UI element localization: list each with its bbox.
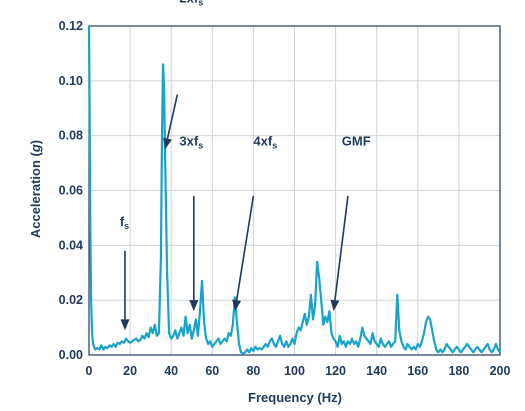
x-tick-label: 180 [448, 364, 469, 378]
y-tick-label: 0.08 [59, 129, 83, 143]
x-tick-label: 120 [325, 364, 346, 378]
y-axis-label-suffix: ) [28, 140, 43, 144]
y-tick-label: 0.10 [59, 74, 83, 88]
x-axis-label: Frequency (Hz) [248, 390, 342, 405]
x-tick-label: 80 [246, 364, 260, 378]
annotation-arrowhead [120, 319, 130, 331]
y-axis-label-prefix: Acceleration ( [28, 151, 43, 238]
tick-labels: 0 20 40 60 80 100 120 140 160 180 200 0.00 0.02 0.04 0… [59, 19, 511, 378]
annotation-subscript: s [198, 140, 203, 150]
y-tick-label: 0.06 [59, 184, 83, 198]
y-tick-label: 0.12 [59, 19, 83, 33]
x-tick-label: 140 [366, 364, 387, 378]
grid [88, 25, 501, 356]
annotations-layer: fs2xfs3xfs4xfsGMF [120, 0, 371, 331]
annotation-arrowhead [189, 300, 199, 312]
annotation-label: 3xfs [179, 133, 203, 150]
x-tick-label: 20 [123, 364, 137, 378]
annotation-main: 2xf [179, 0, 198, 6]
annotation-arrowhead [232, 299, 242, 312]
x-tick-label: 40 [164, 364, 178, 378]
annotation-main: 3xf [179, 133, 198, 148]
x-tick-label: 0 [86, 364, 93, 378]
annotation-subscript: s [124, 221, 129, 231]
y-axis-label: Acceleration (g) [28, 140, 43, 238]
x-tick-label: 60 [205, 364, 219, 378]
annotation-main: GMF [342, 133, 371, 148]
y-axis-label-unit: g [28, 144, 43, 153]
annotation-subscript: s [272, 140, 277, 150]
x-tick-label: 200 [490, 364, 511, 378]
annotation-label: 4xfs [253, 133, 277, 150]
spectrum-line [87, 25, 501, 355]
annotation-arrowhead [330, 299, 340, 312]
y-tick-label: 0.00 [59, 348, 83, 362]
annotation-main: 4xf [253, 133, 272, 148]
y-tick-label: 0.04 [59, 238, 83, 252]
annotation-arrowhead [163, 137, 172, 150]
annotation-subscript: s [198, 0, 203, 8]
x-tick-label: 100 [284, 364, 305, 378]
y-tick-label: 0.02 [59, 293, 83, 307]
annotation-label: 2xfs [179, 0, 203, 8]
annotation-label: fs [120, 214, 129, 231]
x-tick-label: 160 [407, 364, 428, 378]
annotation-arrow [166, 94, 179, 139]
annotation-arrow [334, 195, 349, 301]
annotation-arrow [235, 195, 255, 301]
annotation-main: f [120, 214, 125, 229]
annotation-label: GMF [342, 133, 371, 148]
series-layer [87, 25, 501, 355]
